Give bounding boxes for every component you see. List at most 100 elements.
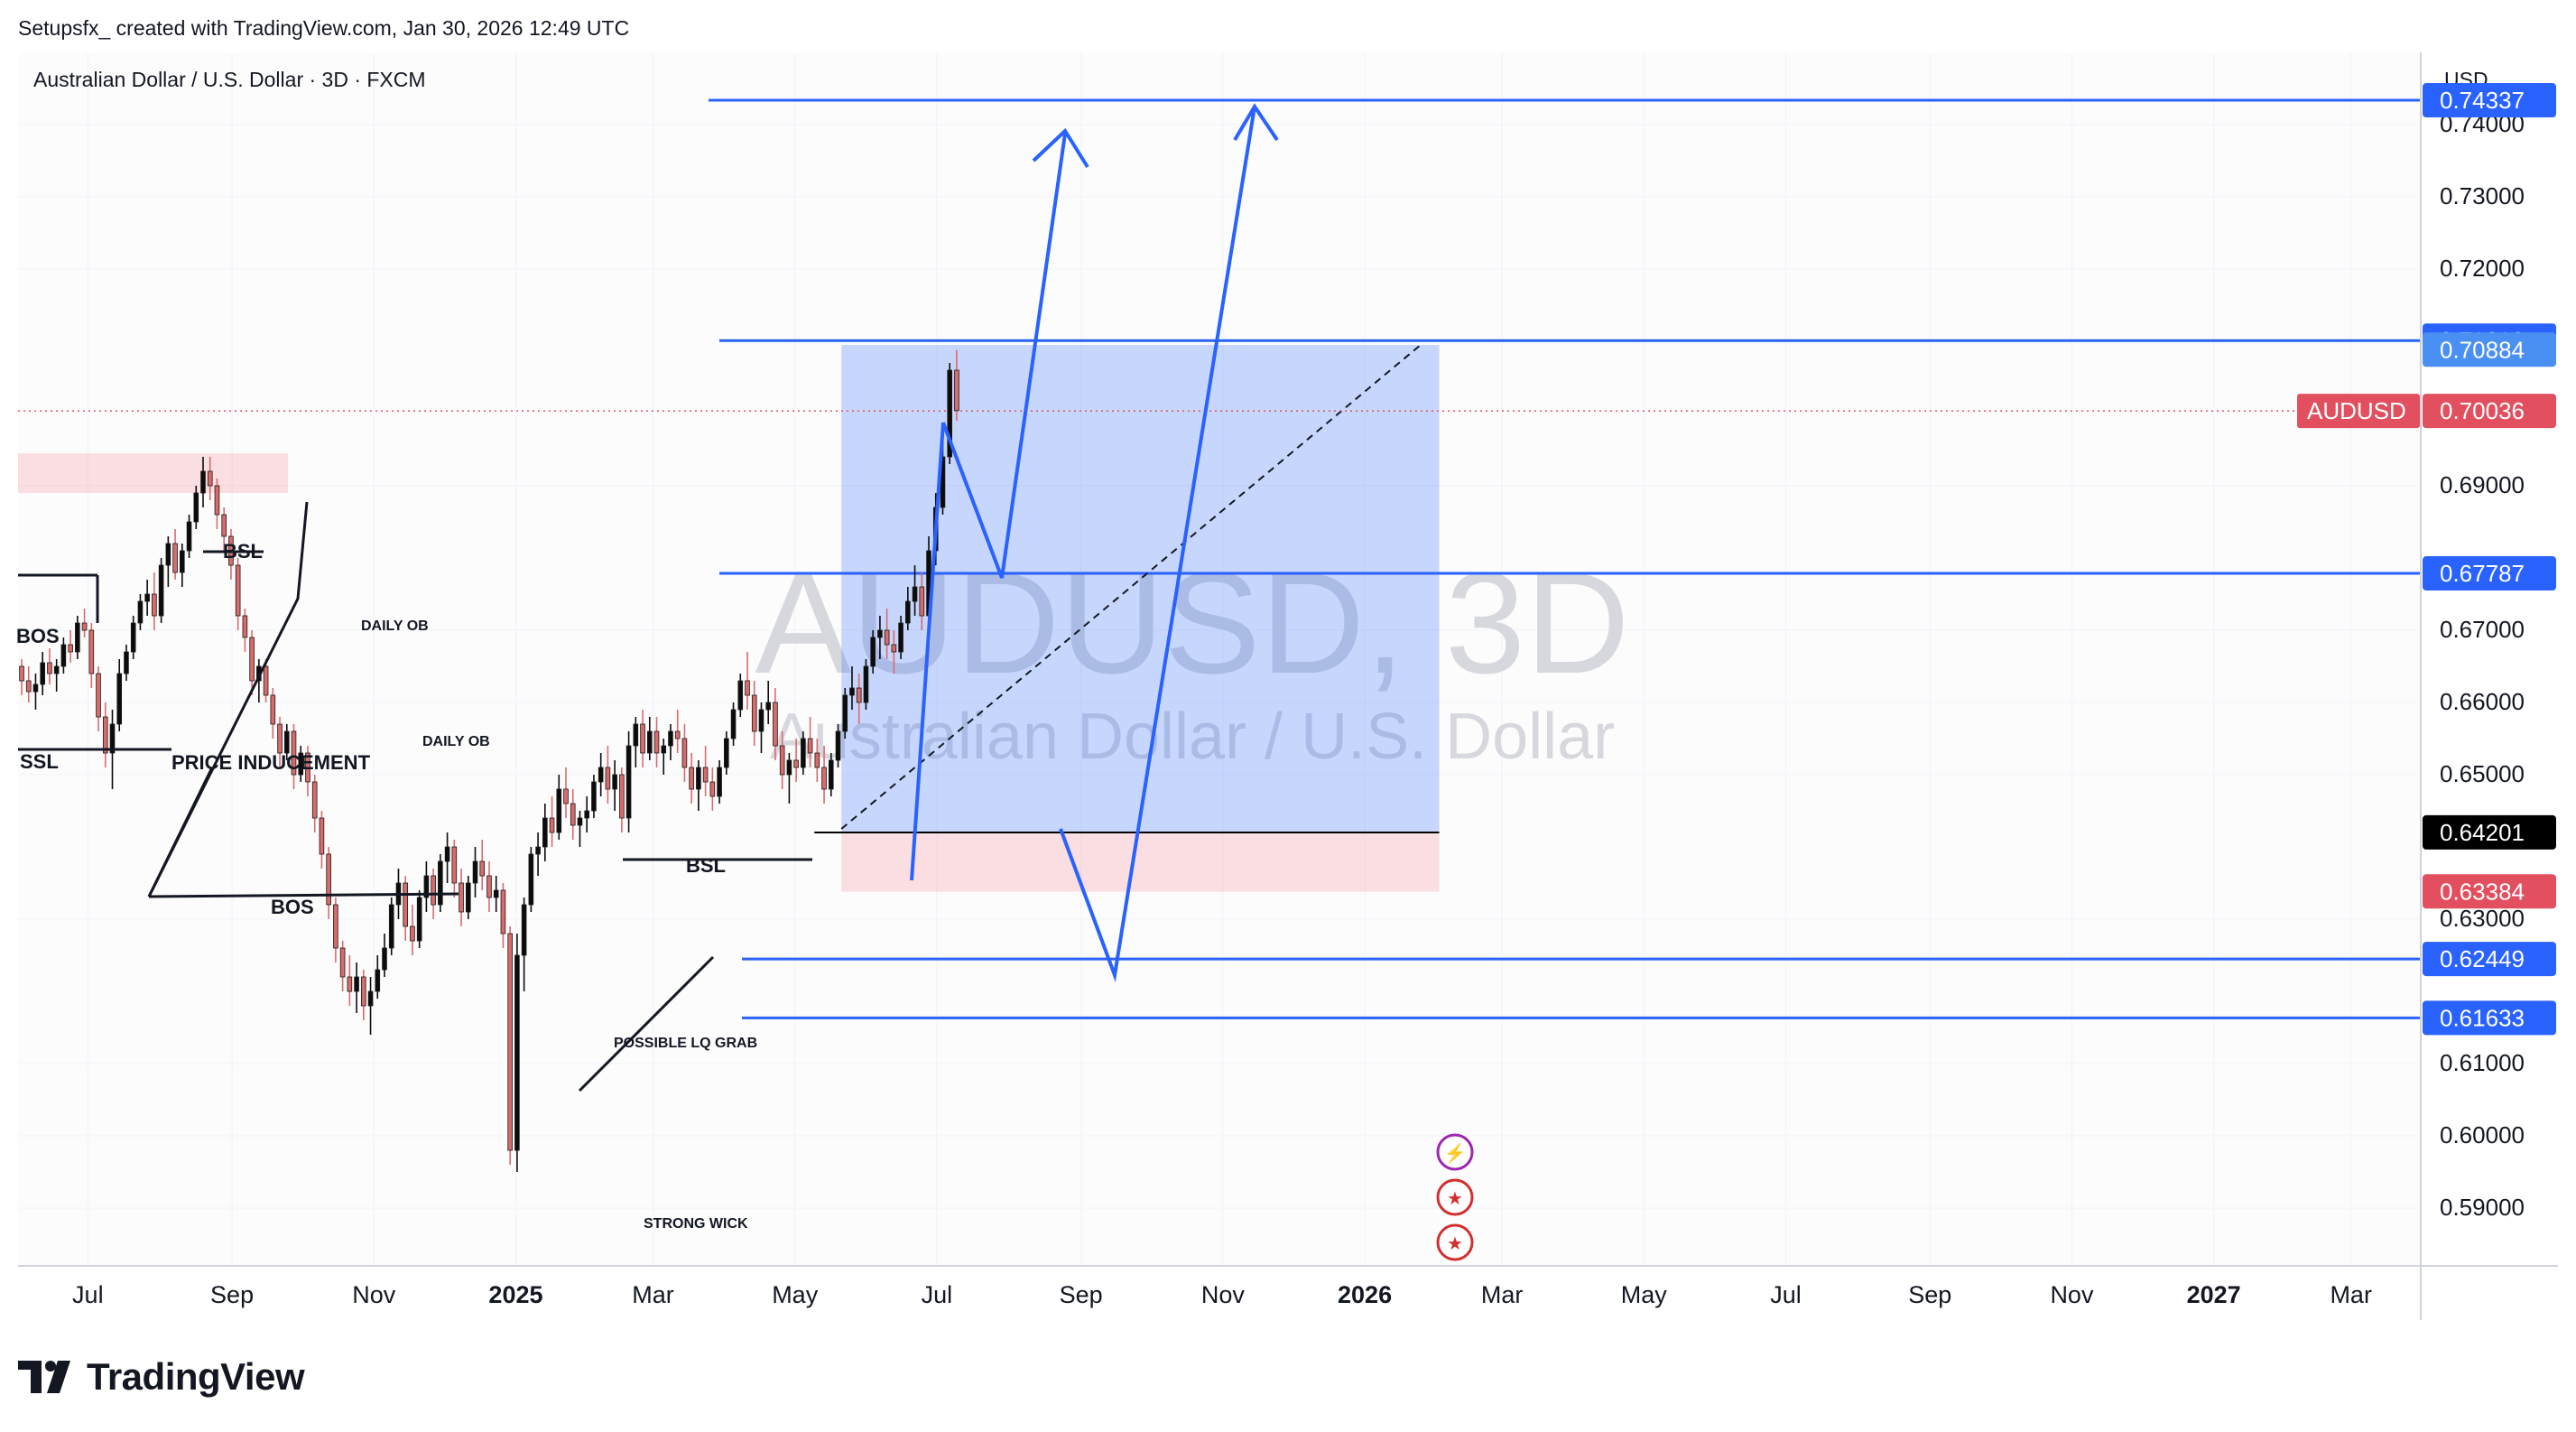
candle-body [709,781,716,797]
price-badge-0.62449-bg [2423,942,2556,977]
label-bsl-right: BSL [686,854,726,877]
time-tick-label: May [772,1281,819,1308]
price-tick-label: 0.73000 [2440,182,2525,209]
price-tick-label: 0.69000 [2440,471,2525,498]
candle-body [444,846,450,862]
candle-body [821,767,827,790]
candle-body [751,694,757,732]
price-badge-0.67787-bg [2423,556,2556,591]
candle-body [674,730,681,739]
candle-body [807,738,813,754]
candle-body [152,593,157,617]
candle-body [25,680,32,693]
time-tick-label: Nov [352,1281,396,1308]
candle-body [200,470,206,494]
label-ssl: SSL [20,750,59,773]
candle-body [403,882,408,927]
candle-body [653,730,660,754]
candle-body [605,767,611,790]
candle-body [891,644,897,653]
time-tick-label: Nov [1201,1281,1246,1308]
blue-range-box[interactable] [841,345,1440,832]
price-badge-0.62449-text: 0.62449 [2440,945,2525,972]
time-tick-label: Mar [632,1281,674,1308]
candle-body [863,665,869,703]
time-tick-label: 2026 [1338,1281,1392,1308]
candle-body [696,767,701,790]
candle-body [326,853,331,906]
candle-body [32,683,39,693]
red-zone-box[interactable] [841,832,1440,892]
candle-body [68,644,73,653]
candle-body [137,600,144,624]
candle-body [668,730,673,747]
symbol-tag: AUDUSD [2307,397,2406,424]
candle-body [842,694,848,732]
time-tick-label: Sep [1060,1281,1103,1308]
candle-body [919,586,925,617]
candle-body [367,990,374,1007]
candle-body [681,738,688,768]
candle-body [298,752,304,776]
candle-body [242,615,248,638]
candle-body [801,738,806,768]
candle-body [793,759,799,768]
candle-body [591,781,597,812]
chart-attribution: Setupsfx_ created with TradingView.com, … [18,16,630,40]
candle-body [500,889,506,935]
candle-body [382,947,387,971]
candle-body [221,514,227,537]
left-supply-zone[interactable] [18,453,288,493]
candle-body [947,369,953,458]
event-lightning-icon [1436,1133,1474,1171]
tradingview-logo[interactable]: TradingView [18,1354,305,1399]
price-badge-0.61633-bg [2423,1000,2556,1036]
event-au-flag-icon [1436,1178,1474,1216]
axis-badge-0.63384-bg [2423,874,2556,909]
candle-body [646,730,653,754]
candle-body [410,925,415,942]
tradingview-brand-text: TradingView [87,1355,305,1398]
time-tick-label: Sep [210,1281,254,1308]
candle-body [388,904,394,949]
time-tick-label: Nov [2050,1281,2094,1308]
watermark-name: Australian Dollar / U.S. Dollar [770,701,1615,773]
candle-body [270,694,276,725]
price-axis [2421,52,2558,1266]
axis-badge-0.64201-text: 0.64201 [2440,819,2525,846]
candle-body [158,564,164,617]
candle-body [465,882,471,913]
candle-body [193,492,199,523]
candle-body [305,752,310,783]
candle-body [339,947,346,978]
candle-body [333,904,338,949]
price-badge-0.67787-text: 0.67787 [2440,560,2525,587]
candle-body [116,673,123,725]
label-bos-lower: BOS [271,896,314,918]
candle-body [640,723,645,754]
candle-body [19,665,24,682]
candle-body [361,976,366,1007]
projection-arrow-1-left [910,422,945,881]
axis-badge-0.70884-bg [2423,332,2556,367]
candle-body [472,860,478,884]
time-tick-label: Mar [1481,1281,1524,1308]
candle-body [556,788,562,833]
time-tick-label: Mar [2330,1281,2372,1308]
event-us-flag-icon [1436,1223,1474,1261]
candle-body [954,369,959,412]
arrow-head-2 [1233,103,1279,142]
candle-body [773,702,778,747]
candle-body [884,629,890,646]
label-bsl-left: BSL [223,540,263,563]
candle-body [535,846,541,855]
price-tick-label: 0.72000 [2440,255,2525,282]
candle-body [577,817,583,826]
time-tick-label: Jul [922,1281,953,1308]
bos-line-lower [148,892,459,898]
lq-grab-line [578,955,715,1093]
candle-body [165,543,171,566]
candle-body [786,759,792,776]
candle-body [60,644,67,667]
